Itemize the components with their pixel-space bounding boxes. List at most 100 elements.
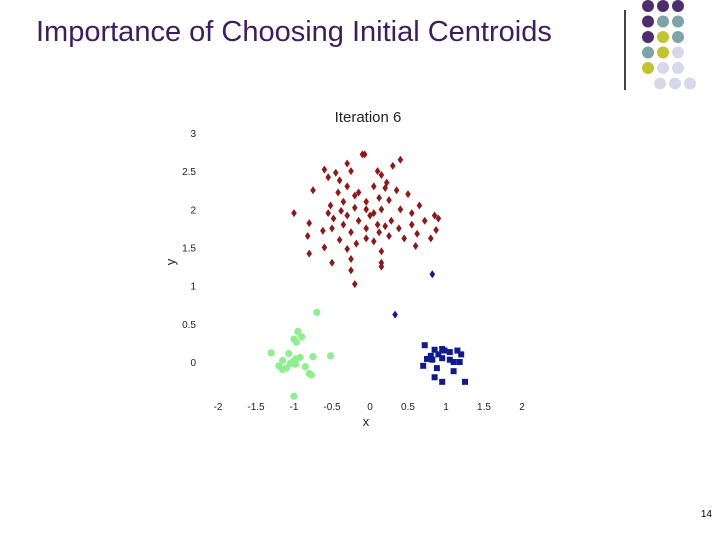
data-point-cluster-red xyxy=(376,228,382,237)
data-point-cluster-red xyxy=(344,182,350,191)
y-tick-label: 1 xyxy=(190,282,196,293)
decorative-dot xyxy=(657,15,669,28)
data-point-cluster-blue-outliers xyxy=(429,270,436,279)
decorative-dot xyxy=(669,77,681,90)
data-point-cluster-green xyxy=(279,356,287,365)
data-point-cluster-red xyxy=(374,220,381,229)
data-point-cluster-green xyxy=(285,350,293,358)
data-point-cluster-blue xyxy=(420,362,427,369)
x-tick-label: 0 xyxy=(367,402,373,413)
data-point-cluster-red xyxy=(393,186,400,195)
decorative-dot xyxy=(672,15,684,28)
x-tick-label: -1 xyxy=(290,402,299,413)
data-point-cluster-red xyxy=(363,224,369,233)
y-tick-label: 2.5 xyxy=(182,167,196,178)
decorative-dot xyxy=(642,62,654,74)
data-point-cluster-red xyxy=(338,206,344,215)
data-point-cluster-red xyxy=(344,211,350,220)
data-point-cluster-red xyxy=(397,205,404,214)
decorative-dot xyxy=(657,31,669,43)
slide-title: Importance of Choosing Initial Centroids xyxy=(36,16,552,48)
y-tick-label: 2 xyxy=(190,205,196,216)
data-point-cluster-green xyxy=(290,392,298,400)
data-point-cluster-red xyxy=(363,205,369,214)
data-point-cluster-green xyxy=(294,327,302,336)
data-point-cluster-red xyxy=(386,196,392,205)
x-tick-label: -0.5 xyxy=(323,402,341,413)
decorative-dot xyxy=(657,0,669,12)
data-point-cluster-blue xyxy=(431,346,438,353)
data-point-cluster-red xyxy=(352,191,358,200)
decorative-dot xyxy=(672,62,684,74)
data-point-cluster-red xyxy=(336,176,343,185)
data-point-cluster-red xyxy=(431,211,438,220)
data-point-cluster-red xyxy=(310,186,316,195)
data-point-cluster-green xyxy=(326,352,335,360)
axis-ticks: -2 -1.5 -1 -0.5 0 0.5 1 1.5 2 0 0.5 1 1.5 2 2.5 3 xyxy=(182,129,525,413)
y-tick-label: 0.5 xyxy=(182,320,196,331)
data-point-cluster-green xyxy=(291,360,300,368)
data-point-cluster-red xyxy=(376,193,382,202)
data-point-cluster-red xyxy=(340,197,347,206)
data-point-cluster-red xyxy=(304,232,311,241)
x-tick-label: 2 xyxy=(519,402,525,413)
data-point-cluster-blue xyxy=(439,355,446,362)
data-point-cluster-red xyxy=(348,254,354,263)
data-point-cluster-red xyxy=(353,239,360,248)
data-point-cluster-red xyxy=(414,229,420,238)
data-point-cluster-red xyxy=(321,165,328,174)
data-point-cluster-red xyxy=(348,266,354,275)
decorative-dot xyxy=(684,77,696,90)
data-point-cluster-red xyxy=(416,201,423,210)
data-point-cluster-red xyxy=(344,159,350,168)
y-tick-label: 1.5 xyxy=(182,244,196,255)
chart-title: Iteration 6 xyxy=(335,109,402,126)
data-point-cluster-red xyxy=(327,201,334,210)
data-point-cluster-blue xyxy=(433,365,440,372)
x-tick-label: 1.5 xyxy=(477,402,491,413)
decorative-dot xyxy=(642,0,654,12)
data-point-cluster-red xyxy=(329,224,335,233)
data-point-cluster-red xyxy=(386,232,392,241)
data-point-cluster-green xyxy=(301,362,309,371)
data-point-cluster-blue xyxy=(429,356,436,363)
data-point-cluster-red xyxy=(348,228,354,237)
data-point-cluster-red xyxy=(336,235,343,244)
data-point-cluster-red xyxy=(405,190,411,199)
data-point-cluster-red xyxy=(378,262,385,271)
data-point-cluster-red xyxy=(321,243,328,252)
decorative-dot xyxy=(642,31,654,43)
data-point-cluster-blue xyxy=(458,351,465,358)
x-tick-label: 1 xyxy=(443,402,449,413)
data-point-cluster-red xyxy=(401,234,407,243)
data-point-cluster-red xyxy=(335,188,341,197)
data-point-cluster-red xyxy=(409,209,415,218)
decorative-dot xyxy=(657,62,669,74)
x-axis-label: x xyxy=(363,414,370,429)
data-point-cluster-red xyxy=(397,155,404,164)
data-point-cluster-red xyxy=(390,161,396,170)
data-point-cluster-red xyxy=(374,167,381,176)
data-point-cluster-blue-outliers xyxy=(392,310,398,319)
data-point-cluster-red xyxy=(433,225,439,234)
data-point-cluster-blue xyxy=(431,374,438,381)
data-point-cluster-blue xyxy=(450,368,457,375)
data-point-cluster-green xyxy=(307,371,316,379)
data-point-cluster-blue xyxy=(439,378,446,385)
data-point-cluster-red xyxy=(352,203,358,212)
data-point-cluster-blue xyxy=(421,342,428,349)
data-point-cluster-blue xyxy=(427,352,434,359)
decorative-dot xyxy=(657,46,669,59)
data-point-cluster-blue xyxy=(446,349,453,356)
data-point-cluster-red xyxy=(355,216,362,225)
data-point-cluster-red xyxy=(435,214,442,223)
data-point-cluster-blue xyxy=(446,356,453,363)
data-point-cluster-red xyxy=(378,247,385,256)
data-point-cluster-red xyxy=(388,216,395,225)
data-point-cluster-red xyxy=(306,219,312,228)
data-point-cluster-blue xyxy=(424,355,430,362)
data-point-cluster-green xyxy=(309,353,317,361)
data-point-cluster-red xyxy=(333,168,339,177)
data-point-cluster-red xyxy=(378,170,385,179)
